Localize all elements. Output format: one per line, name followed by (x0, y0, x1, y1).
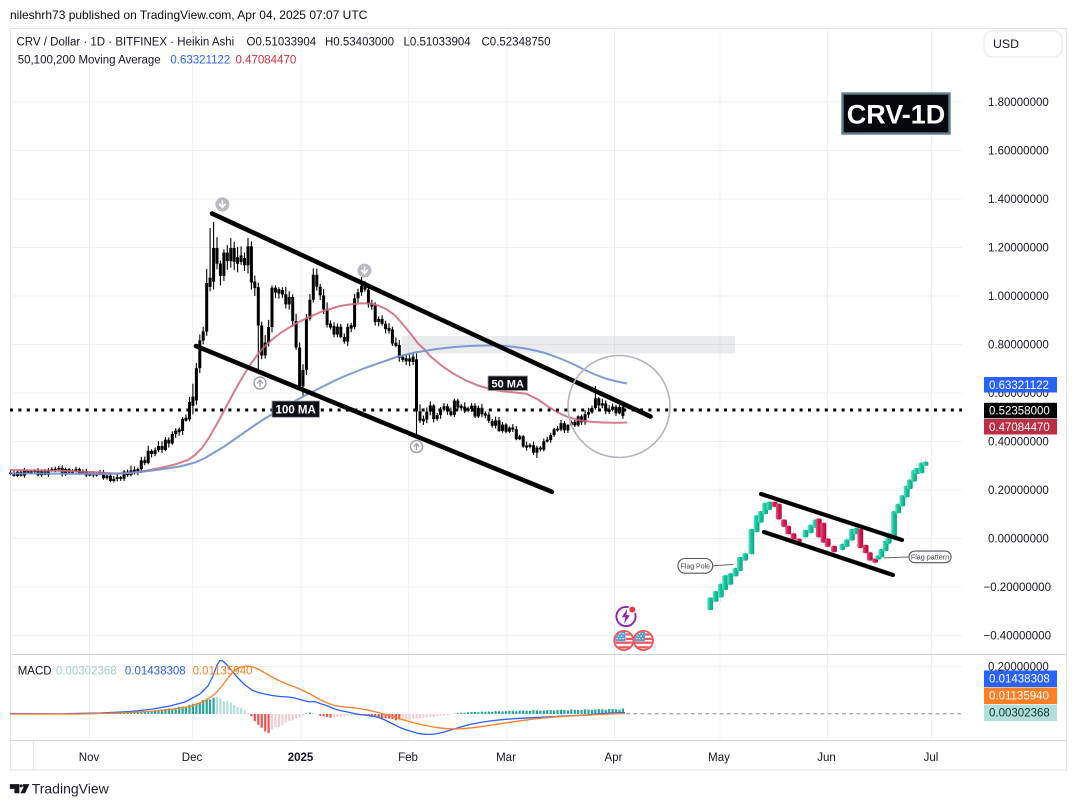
svg-text:nileshrh73 published on Tradin: nileshrh73 published on TradingView.com,… (10, 8, 368, 22)
svg-text:Jul: Jul (924, 752, 939, 764)
svg-text:1.80000000: 1.80000000 (988, 97, 1049, 109)
svg-text:0.01135940: 0.01135940 (989, 691, 1049, 703)
svg-text:May: May (708, 752, 730, 764)
svg-text:0.40000000: 0.40000000 (988, 437, 1049, 449)
svg-text:Jun: Jun (817, 752, 836, 764)
svg-text:−0.40000000: −0.40000000 (984, 631, 1051, 643)
svg-text:Flag pattern: Flag pattern (911, 553, 949, 562)
svg-text:TradingView: TradingView (32, 781, 110, 797)
svg-text:CRV-1D: CRV-1D (847, 100, 946, 130)
svg-text:0.80000000: 0.80000000 (988, 340, 1049, 352)
svg-text:100 MA: 100 MA (276, 404, 316, 416)
svg-text:Dec: Dec (182, 752, 203, 764)
svg-text:Mar: Mar (496, 752, 516, 764)
svg-text:USD: USD (993, 37, 1019, 51)
svg-text:1.20000000: 1.20000000 (988, 243, 1049, 255)
svg-text:0.52358000: 0.52358000 (989, 406, 1050, 418)
svg-text:CRV / Dollar · 1D · BITFINEX ·: CRV / Dollar · 1D · BITFINEX · Heikin As… (17, 37, 551, 49)
svg-text:Flag Pole: Flag Pole (681, 564, 711, 571)
svg-text:−0.20000000: −0.20000000 (984, 582, 1051, 594)
svg-text:0.00000000: 0.00000000 (988, 534, 1049, 546)
svg-text:Apr: Apr (605, 752, 623, 764)
svg-text:1.00000000: 1.00000000 (988, 291, 1049, 303)
svg-text:1.40000000: 1.40000000 (988, 194, 1049, 206)
svg-text:0.00302368: 0.00302368 (989, 708, 1050, 720)
svg-text:0.20000000: 0.20000000 (988, 485, 1049, 497)
svg-text:Nov: Nov (79, 752, 100, 764)
svg-text:1.60000000: 1.60000000 (988, 146, 1049, 158)
svg-text:2025: 2025 (288, 752, 314, 764)
svg-text:0.01438308: 0.01438308 (989, 674, 1050, 686)
svg-text:Feb: Feb (398, 752, 418, 764)
svg-text:0.63321122: 0.63321122 (989, 380, 1049, 392)
svg-text:50 MA: 50 MA (491, 378, 523, 390)
svg-text:0.47084470: 0.47084470 (989, 422, 1050, 434)
